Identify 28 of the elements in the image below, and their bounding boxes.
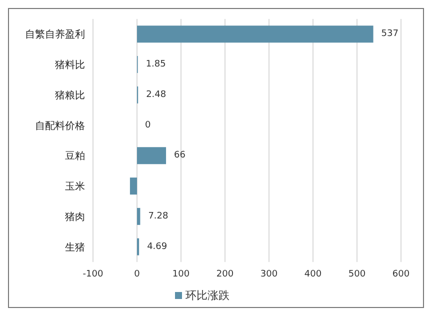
x-tick-label: 500 xyxy=(348,269,366,280)
legend-label: 环比涨跌 xyxy=(186,289,230,302)
bar xyxy=(130,178,137,195)
bar xyxy=(137,147,166,164)
data-label: 1.85 xyxy=(146,60,166,70)
x-tick-label: 0 xyxy=(134,269,140,280)
x-tick-label: 400 xyxy=(304,269,322,280)
x-tick-label: 600 xyxy=(392,269,410,280)
data-label: 7.28 xyxy=(148,211,169,222)
y-tick-label: 生猪 xyxy=(65,241,85,254)
data-label: 0 xyxy=(145,120,151,130)
y-tick-label: 玉米 xyxy=(65,180,85,193)
x-tick-label: -100 xyxy=(82,269,104,280)
y-tick-label: 猪肉 xyxy=(65,210,85,223)
data-label: 2.48 xyxy=(146,90,166,100)
y-tick-label: 猪粮比 xyxy=(55,89,85,102)
y-tick-label: 自繁自养盈利 xyxy=(25,28,85,41)
x-tick-label: 300 xyxy=(260,269,278,280)
y-tick-label: 猪料比 xyxy=(55,59,85,72)
x-tick-label: 200 xyxy=(216,269,234,280)
bar xyxy=(137,26,374,43)
data-label: 537 xyxy=(381,29,398,40)
data-label: 66 xyxy=(174,150,186,161)
y-tick-label: 自配料价格 xyxy=(35,120,85,132)
y-tick-label: 豆粕 xyxy=(65,151,85,162)
x-tick-label: 100 xyxy=(172,269,190,280)
bar xyxy=(137,208,140,225)
data-label: 4.69 xyxy=(147,242,168,252)
